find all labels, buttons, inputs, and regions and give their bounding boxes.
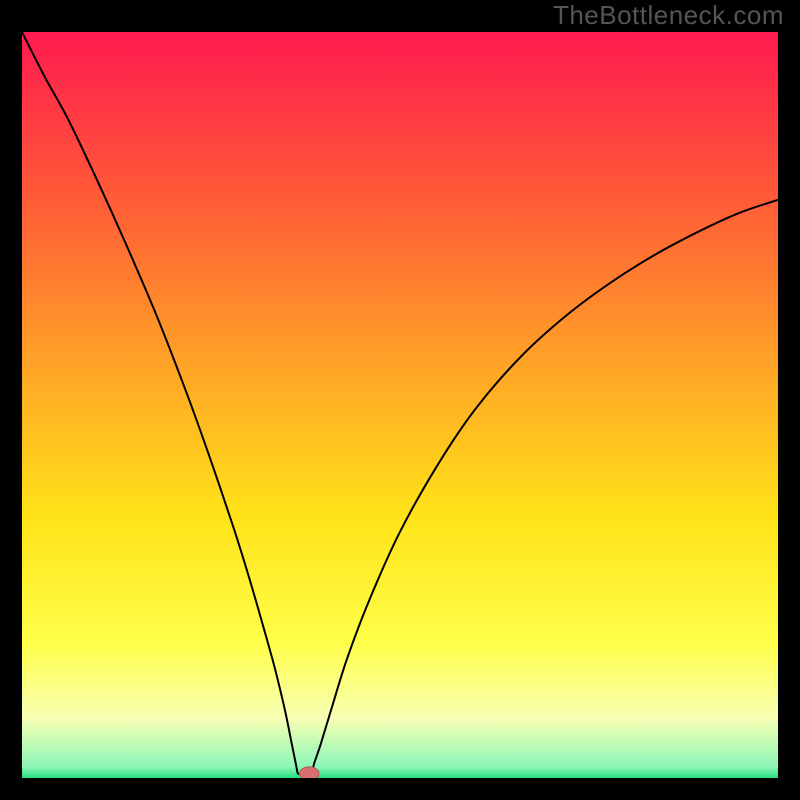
plot-area bbox=[22, 32, 778, 778]
bottleneck-curve-chart bbox=[22, 32, 778, 778]
chart-frame: TheBottleneck.com bbox=[0, 0, 800, 800]
optimum-marker bbox=[299, 767, 319, 778]
watermark-text: TheBottleneck.com bbox=[553, 0, 784, 31]
chart-background bbox=[22, 32, 778, 778]
